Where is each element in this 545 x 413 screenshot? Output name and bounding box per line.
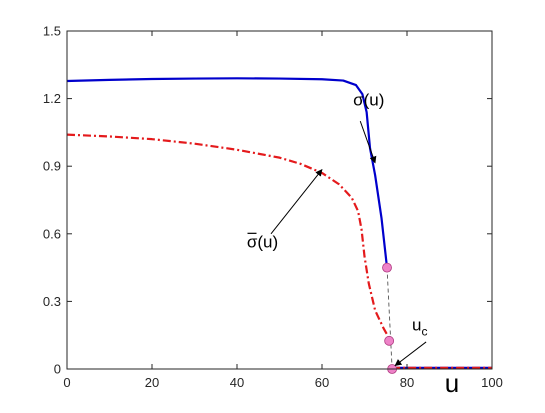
y-tick-label: 0 [54, 362, 61, 377]
series-sigma_bar [66, 133, 393, 343]
y-tick-label: 0.6 [43, 226, 61, 241]
y-tick-label: 1.2 [43, 91, 61, 106]
x-tick-label: 100 [481, 375, 503, 390]
sigma-label: σ(u) [353, 90, 384, 109]
marker-point-1 [382, 262, 392, 273]
y-tick-label: 0.3 [43, 294, 61, 309]
sigma-bar-label: σ(u) [247, 232, 278, 251]
annotation-layer: σ(u) σ(u) uc [247, 90, 427, 367]
x-tick-label: 0 [63, 375, 70, 390]
x-axis-label: u [445, 368, 459, 398]
tick-layer: 0 20 40 60 80 100 0 0.3 0.6 0.9 1.2 1.5 [43, 24, 503, 391]
x-tick-label: 60 [315, 375, 329, 390]
sigma-bar-label-arrow [270, 169, 323, 235]
sigma-label-arrow [359, 120, 377, 164]
uc-label: uc [412, 316, 427, 339]
series-connector [386, 267, 393, 370]
series-layer [66, 77, 492, 370]
y-tick-label: 0.9 [43, 159, 61, 174]
marker-point-2 [384, 335, 395, 346]
x-tick-label: 80 [400, 375, 414, 390]
y-tick-label: 1.5 [43, 24, 61, 39]
uc-label-arrow [394, 341, 427, 367]
x-tick-label: 20 [145, 375, 159, 390]
plot-frame [66, 30, 493, 370]
series-sigma [66, 77, 389, 268]
x-tick-label: 40 [230, 375, 244, 390]
